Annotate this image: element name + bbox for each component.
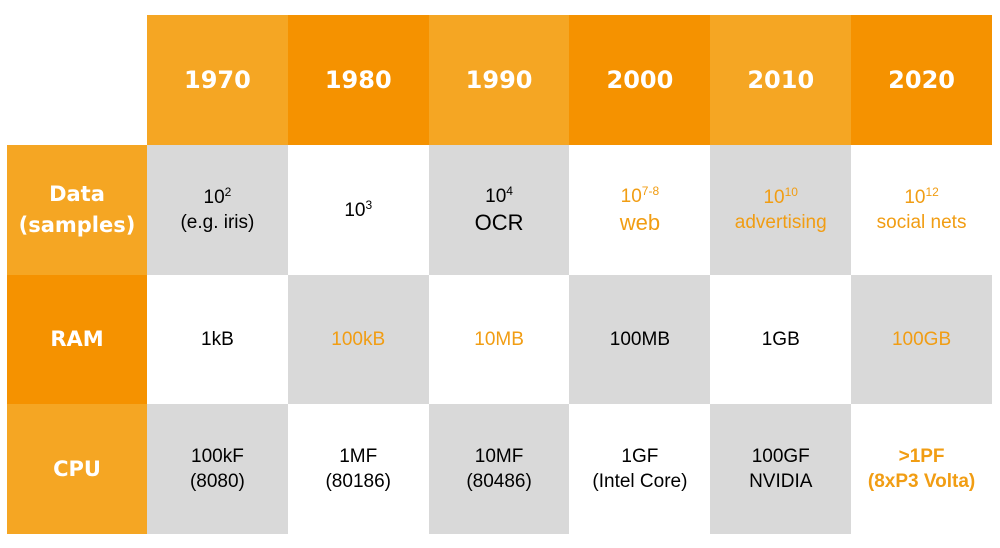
cpu-cell-1990: 10MF (80486) xyxy=(428,404,570,534)
data-cell-1980: 103 xyxy=(287,145,429,275)
ram-cell-1980: 100kB xyxy=(287,275,429,404)
comparison-table: 1970 1980 1990 2000 2010 2020 Data (samp… xyxy=(7,15,992,534)
row-label-cpu: CPU xyxy=(7,404,147,534)
header-year-1980: 1980 xyxy=(287,15,429,145)
ram-cell-1970: 1kB xyxy=(147,275,288,404)
ram-cell-2020: 100GB xyxy=(851,275,992,404)
header-year-2020: 2020 xyxy=(851,15,992,145)
data-cell-1970: 102 (e.g. iris) xyxy=(147,145,288,275)
cpu-cell-2000: 1GF (Intel Core) xyxy=(569,404,711,534)
data-cell-2020: 1012 social nets xyxy=(851,145,992,275)
header-year-2010: 2010 xyxy=(710,15,852,145)
cpu-cell-2010: 100GF NVIDIA xyxy=(710,404,852,534)
header-year-1990: 1990 xyxy=(428,15,570,145)
cpu-cell-1970: 100kF (8080) xyxy=(147,404,288,534)
cpu-cell-1980: 1MF (80186) xyxy=(287,404,429,534)
row-label-data: Data (samples) xyxy=(7,145,147,275)
cpu-cell-2020: >1PF (8xP3 Volta) xyxy=(851,404,992,534)
ram-cell-2010: 1GB xyxy=(710,275,852,404)
data-cell-2000: 107-8 web xyxy=(569,145,711,275)
ram-cell-1990: 10MB xyxy=(428,275,570,404)
ram-cell-2000: 100MB xyxy=(569,275,711,404)
header-year-2000: 2000 xyxy=(569,15,711,145)
table-corner xyxy=(7,15,147,145)
data-cell-2010: 1010 advertising xyxy=(710,145,852,275)
data-cell-1990: 104 OCR xyxy=(428,145,570,275)
header-year-1970: 1970 xyxy=(147,15,288,145)
row-label-ram: RAM xyxy=(7,275,147,404)
